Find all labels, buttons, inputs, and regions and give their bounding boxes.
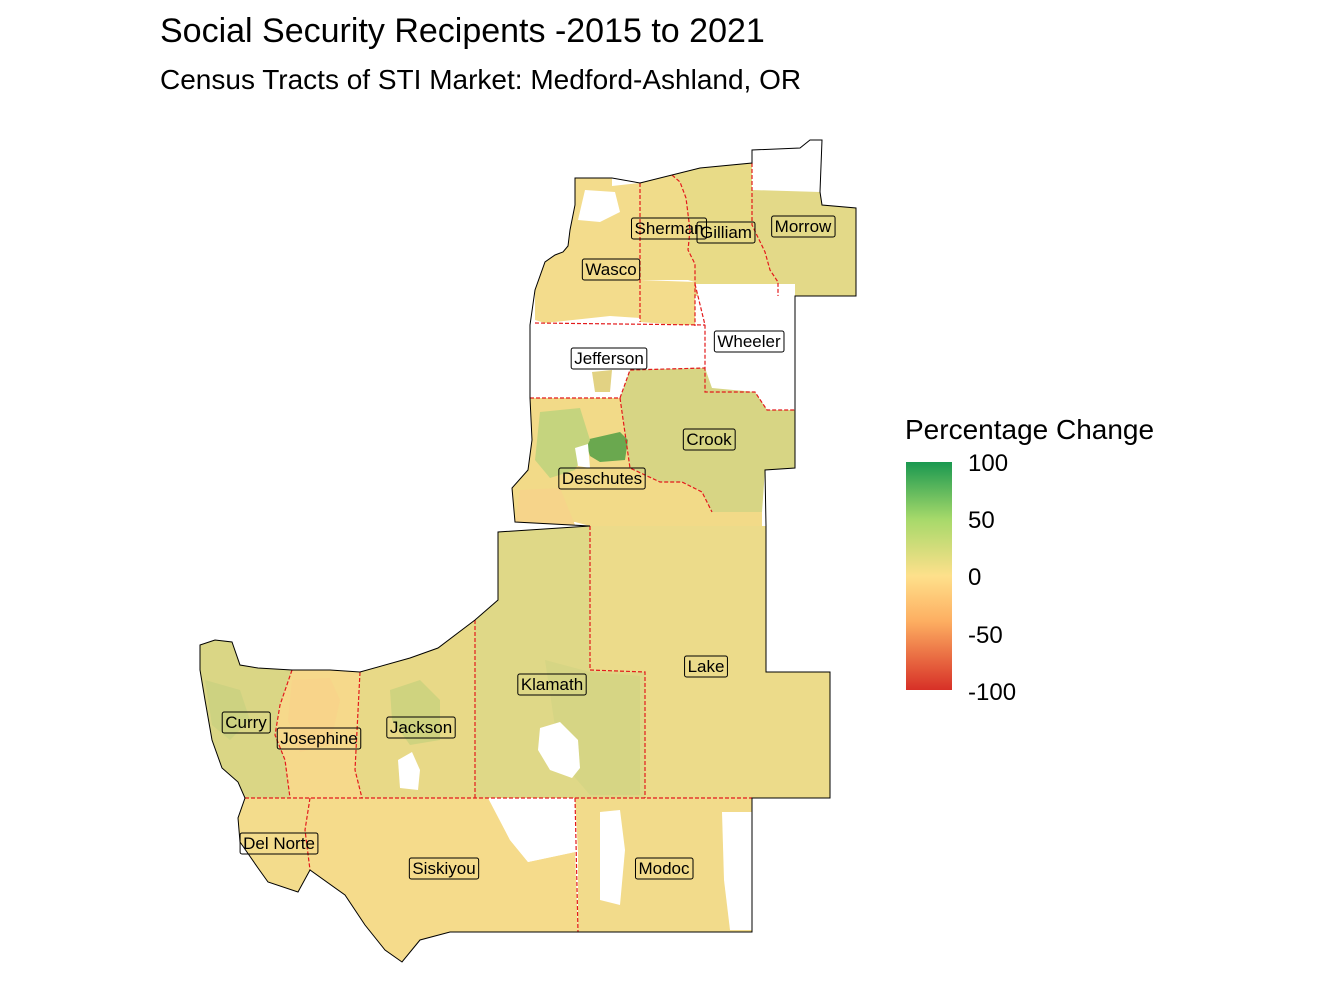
legend-color-bar [906, 462, 952, 690]
county-sherman[interactable] [640, 175, 695, 282]
county-label-josephine: Josephine [276, 727, 362, 750]
county-label-text: Modoc [638, 859, 690, 878]
county-label-wheeler: Wheeler [713, 330, 785, 353]
county-wheeler[interactable] [695, 284, 795, 410]
county-label-text: Sherman [635, 219, 704, 238]
market-outline [199, 139, 857, 963]
county-label-curry: Curry [221, 711, 271, 734]
county-label-text: Curry [225, 713, 267, 732]
county-label-text: Gilliam [700, 223, 752, 242]
county-label-text: Siskiyou [412, 859, 475, 878]
legend-tick-100: 100 [968, 450, 1009, 477]
county-label-deschutes: Deschutes [558, 467, 646, 490]
county-label-gilliam: Gilliam [696, 221, 756, 244]
county-label-crook: Crook [682, 428, 736, 451]
legend-tick-0: 0 [968, 564, 982, 591]
legend-title: Percentage Change [905, 414, 1155, 445]
county-label-text: Wasco [585, 260, 636, 279]
county-label-text: Klamath [521, 675, 583, 694]
legend-tick-neg100: -100 [968, 679, 1017, 706]
county-label-text: Crook [686, 430, 732, 449]
county-wasco-south[interactable] [640, 280, 695, 326]
county-label-modoc: Modoc [634, 857, 694, 880]
county-label-morrow: Morrow [771, 215, 836, 238]
county-label-text: Del Norte [243, 834, 315, 853]
county-label-siskiyou: Siskiyou [408, 857, 480, 880]
county-label-jefferson: Jefferson [570, 347, 648, 370]
map-title: Social Security Recipents -2015 to 2021 [160, 12, 765, 50]
county-label-wasco: Wasco [581, 258, 641, 281]
county-shapes [200, 163, 856, 962]
county-label-klamath: Klamath [517, 673, 587, 696]
county-label-sherman: Sherman [631, 217, 707, 240]
county-label-text: Jefferson [574, 349, 644, 368]
county-label-text: Deschutes [562, 469, 642, 488]
county-label-text: Josephine [280, 729, 358, 748]
county-morrow[interactable] [752, 163, 856, 296]
county-crook[interactable] [620, 368, 795, 512]
county-label-text: Jackson [390, 718, 452, 737]
county-label-lake: Lake [684, 655, 728, 678]
county-siskiyou[interactable] [305, 798, 578, 962]
county-label-text: Lake [688, 657, 725, 676]
county-borders [245, 163, 795, 933]
tract-details [205, 148, 800, 930]
county-label-jackson: Jackson [386, 716, 456, 739]
legend-tick-50: 50 [968, 507, 995, 534]
county-label-del-norte: Del Norte [239, 832, 319, 855]
county-label-text: Wheeler [717, 332, 781, 351]
county-del-norte[interactable] [238, 798, 310, 892]
county-lake[interactable] [590, 526, 830, 798]
legend-tick-neg50: -50 [968, 622, 1003, 649]
map-subtitle: Census Tracts of STI Market: Medford-Ash… [160, 64, 802, 95]
county-label-text: Morrow [775, 217, 832, 236]
